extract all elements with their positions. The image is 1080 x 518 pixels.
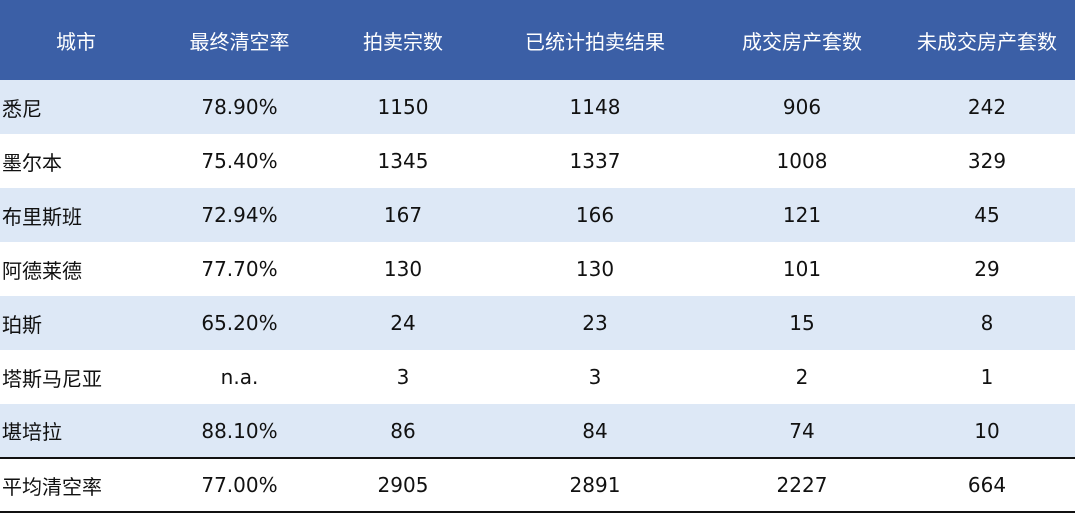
cell-clearance-rate: 65.20% <box>201 311 278 335</box>
cell-reported-results: 84 <box>582 418 608 443</box>
cell-clearance-rate: 78.90% <box>201 95 278 119</box>
total-reported-results: 2891 <box>569 473 621 497</box>
cell-sold-count: 121 <box>782 203 822 227</box>
header-city: 城市 <box>56 29 96 54</box>
cell-unsold-count: 45 <box>974 203 1000 227</box>
cell-city: 珀斯 <box>2 312 42 337</box>
table-row: 布里斯班 72.94% 167 166 121 45 <box>0 188 1075 242</box>
table-header: 城市 最终清空率 拍卖宗数 已统计拍卖结果 成交房产套数 未成交房产套数 <box>0 0 1075 80</box>
table-row: 珀斯 65.20% 24 23 15 8 <box>0 296 1075 350</box>
total-clearance-rate: 77.00% <box>201 473 278 497</box>
header-auction-count: 拍卖宗数 <box>363 29 443 54</box>
header-sold-count: 成交房产套数 <box>742 29 862 54</box>
cell-sold-count: 2 <box>795 365 809 389</box>
total-unsold-count: 664 <box>967 473 1007 497</box>
cell-auction-count: 86 <box>390 418 416 443</box>
header-row: 城市 最终清空率 拍卖宗数 已统计拍卖结果 成交房产套数 未成交房产套数 <box>0 0 1075 80</box>
cell-reported-results: 166 <box>575 203 615 227</box>
cell-auction-count: 24 <box>390 311 416 335</box>
cell-auction-count: 1345 <box>377 149 429 173</box>
cell-unsold-count: 29 <box>974 257 1000 281</box>
cell-auction-count: 3 <box>396 365 410 389</box>
header-reported-results: 已统计拍卖结果 <box>525 29 665 54</box>
header-clearance-rate: 最终清空率 <box>189 29 290 54</box>
cell-unsold-count: 242 <box>967 95 1007 119</box>
cell-clearance-rate: n.a. <box>220 365 259 389</box>
table-row: 堪培拉 88.10% 86 84 74 10 <box>0 404 1075 458</box>
cell-unsold-count: 1 <box>980 365 994 389</box>
table-row: 阿德莱德 77.70% 130 130 101 29 <box>0 242 1075 296</box>
cell-clearance-rate: 72.94% <box>201 203 278 227</box>
cell-sold-count: 74 <box>789 418 815 443</box>
cell-unsold-count: 8 <box>980 311 994 335</box>
cell-unsold-count: 329 <box>967 149 1007 173</box>
table-row: 悉尼 78.90% 1150 1148 906 242 <box>0 80 1075 134</box>
cell-unsold-count: 10 <box>974 418 1000 443</box>
total-row: 平均清空率 77.00% 2905 2891 2227 664 <box>0 458 1075 512</box>
cell-auction-count: 167 <box>383 203 423 227</box>
cell-city: 布里斯班 <box>2 204 82 229</box>
cell-sold-count: 1008 <box>776 149 828 173</box>
cell-reported-results: 3 <box>588 365 602 389</box>
cell-city: 阿德莱德 <box>2 258 82 283</box>
total-sold-count: 2227 <box>776 473 828 497</box>
header-unsold-count: 未成交房产套数 <box>917 29 1057 54</box>
cell-reported-results: 1337 <box>569 149 621 173</box>
cell-sold-count: 906 <box>782 95 822 119</box>
cell-city: 塔斯马尼亚 <box>2 366 102 391</box>
table-row: 墨尔本 75.40% 1345 1337 1008 329 <box>0 134 1075 188</box>
total-label: 平均清空率 <box>2 474 102 499</box>
cell-city: 悉尼 <box>2 96 42 121</box>
cell-clearance-rate: 75.40% <box>201 149 278 173</box>
table-body: 悉尼 78.90% 1150 1148 906 242 墨尔本 75.40% 1… <box>0 80 1075 512</box>
cell-city: 堪培拉 <box>2 420 62 444</box>
cell-sold-count: 15 <box>789 311 815 335</box>
cell-reported-results: 23 <box>582 311 608 335</box>
cell-city: 墨尔本 <box>2 150 62 175</box>
cell-reported-results: 1148 <box>569 95 621 119</box>
table-row: 塔斯马尼亚 n.a. 3 3 2 1 <box>0 350 1075 404</box>
cell-clearance-rate: 88.10% <box>201 418 278 443</box>
cell-clearance-rate: 77.70% <box>201 257 278 281</box>
total-auction-count: 2905 <box>377 473 429 497</box>
cell-reported-results: 130 <box>575 257 615 281</box>
cell-sold-count: 101 <box>782 257 822 281</box>
cell-auction-count: 1150 <box>377 95 429 119</box>
cell-auction-count: 130 <box>383 257 423 281</box>
